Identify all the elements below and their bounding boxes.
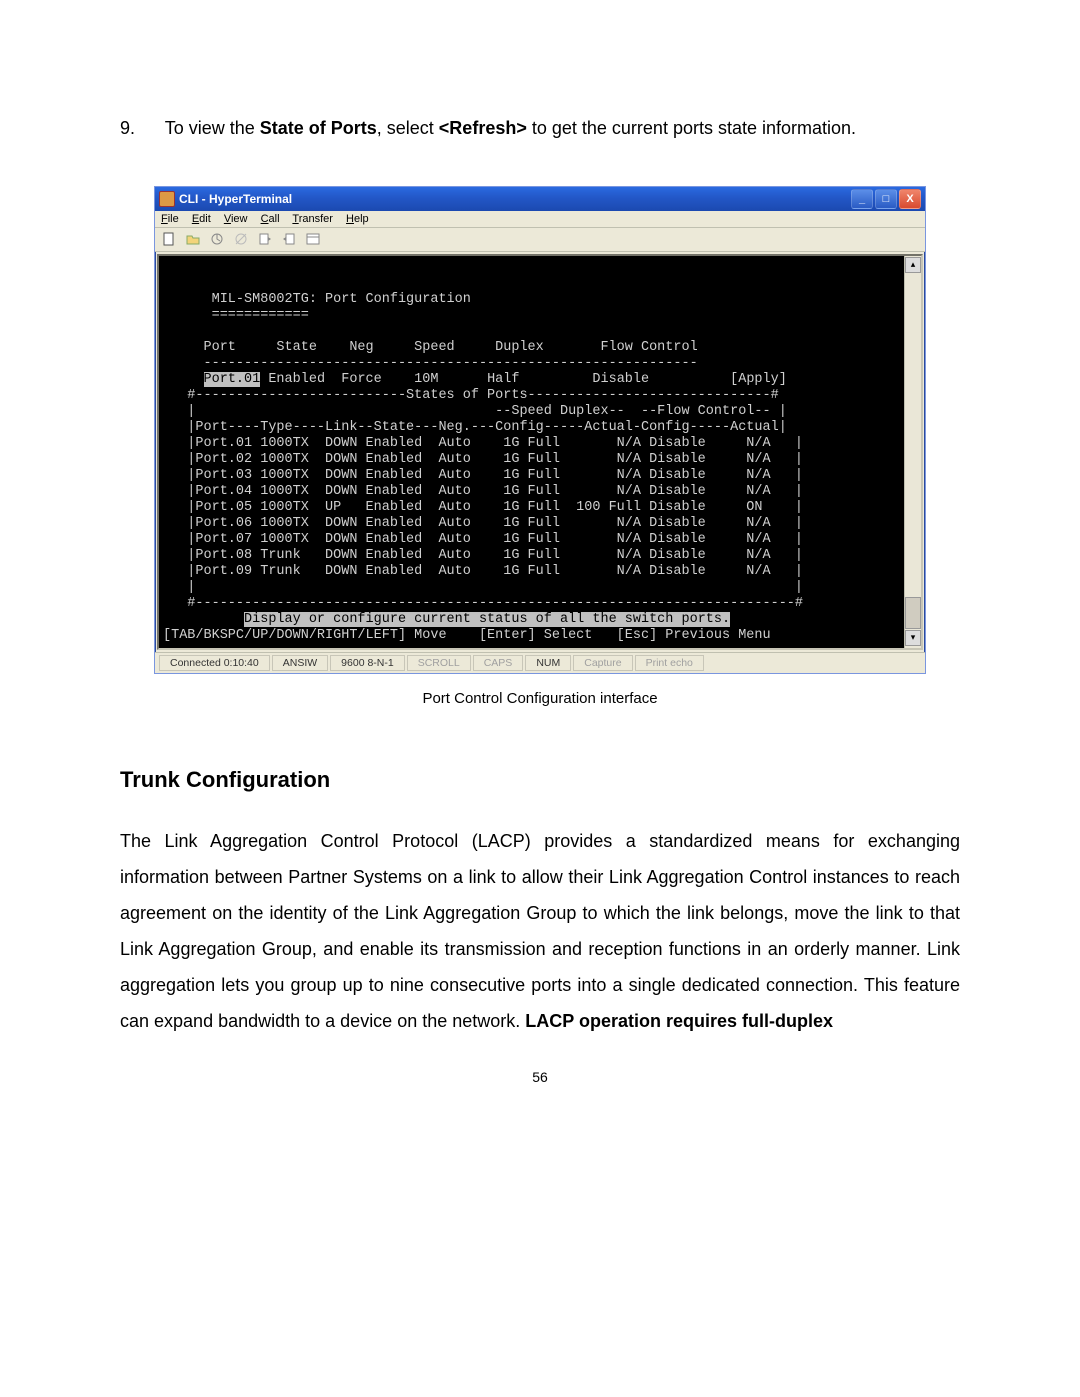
instruction-text: 9. To view the State of Ports, select <R… bbox=[120, 110, 960, 146]
status-bar: Connected 0:10:40 ANSIW 9600 8-N-1 SCROL… bbox=[155, 652, 925, 673]
hyperterminal-window: CLI - HyperTerminal _ □ X File Edit View… bbox=[154, 186, 926, 674]
app-icon bbox=[159, 191, 175, 207]
disconnect-icon[interactable] bbox=[233, 231, 249, 247]
scroll-up-button[interactable]: ▴ bbox=[905, 257, 921, 273]
scroll-down-button[interactable]: ▾ bbox=[905, 630, 921, 646]
maximize-button[interactable]: □ bbox=[875, 189, 897, 209]
section-heading: Trunk Configuration bbox=[120, 767, 960, 793]
status-baud: 9600 8-N-1 bbox=[330, 655, 405, 671]
menu-view[interactable]: View bbox=[224, 213, 248, 225]
vertical-scrollbar[interactable]: ▴ ▾ bbox=[904, 256, 921, 648]
window-title: CLI - HyperTerminal bbox=[179, 192, 292, 206]
status-printecho: Print echo bbox=[635, 655, 704, 671]
minimize-button[interactable]: _ bbox=[851, 189, 873, 209]
status-scroll: SCROLL bbox=[407, 655, 471, 671]
close-button[interactable]: X bbox=[899, 189, 921, 209]
open-icon[interactable] bbox=[185, 231, 201, 247]
status-terminal: ANSIW bbox=[272, 655, 328, 671]
page-number: 56 bbox=[120, 1069, 960, 1085]
properties-icon[interactable] bbox=[305, 231, 321, 247]
menu-file[interactable]: File bbox=[161, 213, 179, 225]
menu-edit[interactable]: Edit bbox=[192, 213, 211, 225]
scroll-thumb[interactable] bbox=[905, 597, 921, 629]
connect-icon[interactable] bbox=[209, 231, 225, 247]
menu-call[interactable]: Call bbox=[261, 213, 280, 225]
toolbar bbox=[155, 228, 925, 252]
titlebar: CLI - HyperTerminal _ □ X bbox=[155, 187, 925, 211]
receive-icon[interactable] bbox=[281, 231, 297, 247]
step-number: 9. bbox=[120, 110, 160, 146]
status-connected: Connected 0:10:40 bbox=[159, 655, 270, 671]
status-num: NUM bbox=[525, 655, 571, 671]
menu-help[interactable]: Help bbox=[346, 213, 369, 225]
body-paragraph: The Link Aggregation Control Protocol (L… bbox=[120, 823, 960, 1039]
terminal-area: MIL-SM8002TG: Port Configuration =======… bbox=[157, 254, 923, 650]
menu-bar: File Edit View Call Transfer Help bbox=[155, 211, 925, 228]
status-capture: Capture bbox=[573, 655, 632, 671]
terminal-output: MIL-SM8002TG: Port Configuration =======… bbox=[159, 256, 905, 648]
new-icon[interactable] bbox=[161, 231, 177, 247]
status-caps: CAPS bbox=[473, 655, 524, 671]
menu-transfer[interactable]: Transfer bbox=[292, 213, 333, 225]
send-icon[interactable] bbox=[257, 231, 273, 247]
figure-caption: Port Control Configuration interface bbox=[120, 690, 960, 707]
